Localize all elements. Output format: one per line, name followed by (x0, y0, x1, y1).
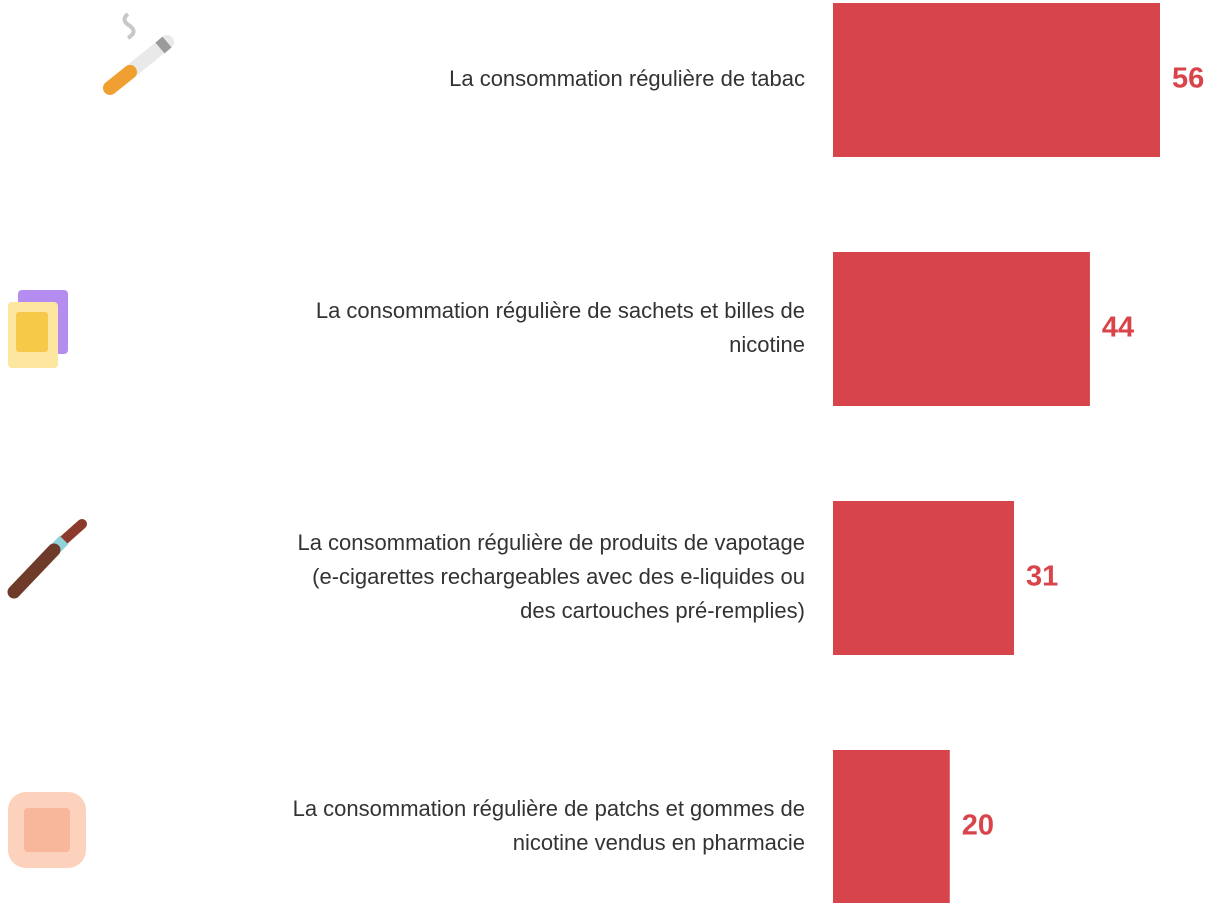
bar (833, 750, 950, 903)
bar (833, 501, 1015, 655)
bar (833, 252, 1090, 406)
bar (833, 3, 1160, 157)
icon-patch (8, 792, 86, 868)
value-label: 31 (1026, 561, 1058, 593)
value-label: 44 (1102, 312, 1134, 344)
category-label: La consommation régulière de produits de… (297, 530, 805, 555)
icon-cigarette (103, 12, 174, 95)
category-label: La consommation régulière de patchs et g… (293, 796, 805, 821)
icon-vape (7, 519, 87, 599)
category-label: La consommation régulière de sachets et … (316, 298, 805, 323)
value-label: 20 (962, 810, 994, 842)
category-label: nicotine vendus en pharmacie (513, 830, 805, 855)
category-label: La consommation régulière de tabac (449, 66, 805, 91)
value-label: 56 (1172, 63, 1204, 95)
category-label: (e-cigarettes rechargeables avec des e-l… (312, 564, 805, 589)
category-label: des cartouches pré-remplies) (520, 598, 805, 623)
icon-pouch (8, 290, 68, 368)
category-label: nicotine (729, 332, 805, 357)
